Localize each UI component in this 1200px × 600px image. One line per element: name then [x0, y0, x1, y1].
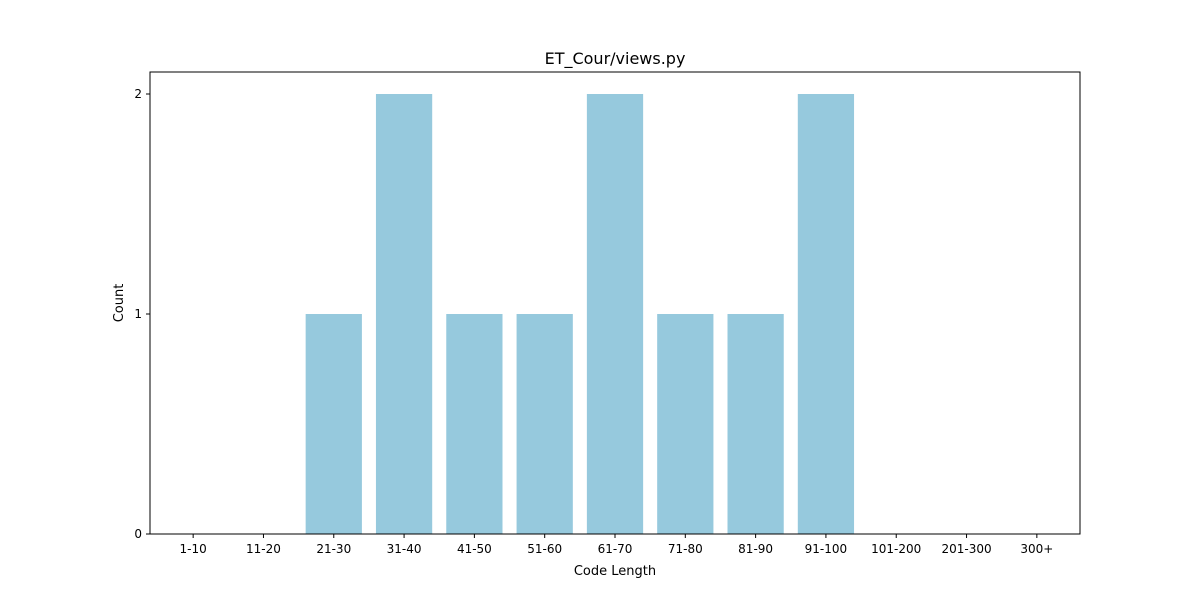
bar-91-100: [797, 94, 855, 534]
x-axis: 1-10 11-20 21-30 31-40 41-50 51-60 61-70 71-80 8…: [180, 534, 1053, 556]
bar-51-60: [516, 314, 573, 534]
x-tick-label: 51-60: [527, 542, 562, 556]
x-tick-label: 81-90: [738, 542, 773, 556]
x-tick-label: 1-10: [180, 542, 207, 556]
bar-21-30: [305, 314, 362, 534]
x-axis-label: Code Length: [574, 564, 656, 579]
y-tick-label: 2: [134, 87, 142, 101]
bar-81-90: [727, 314, 784, 534]
bars-layer: [305, 94, 855, 534]
y-axis-label: Count: [112, 284, 127, 323]
bar-31-40: [375, 94, 433, 534]
x-tick-label: 41-50: [457, 542, 492, 556]
y-tick-label: 0: [134, 527, 142, 541]
y-axis: 0 1 2: [134, 87, 150, 541]
bar-61-70: [586, 94, 644, 534]
x-tick-label: 91-100: [805, 542, 848, 556]
x-tick-label: 300+: [1020, 542, 1053, 556]
x-tick-label: 11-20: [246, 542, 281, 556]
chart-title: ET_Cour/views.py: [545, 49, 686, 69]
x-tick-label: 71-80: [668, 542, 703, 556]
x-tick-label: 101-200: [871, 542, 921, 556]
x-tick-label: 31-40: [387, 542, 422, 556]
bar-71-80: [657, 314, 714, 534]
y-tick-label: 1: [134, 307, 142, 321]
x-tick-label: 201-300: [941, 542, 991, 556]
bar-41-50: [446, 314, 503, 534]
x-tick-label: 21-30: [316, 542, 351, 556]
x-tick-label: 61-70: [598, 542, 633, 556]
